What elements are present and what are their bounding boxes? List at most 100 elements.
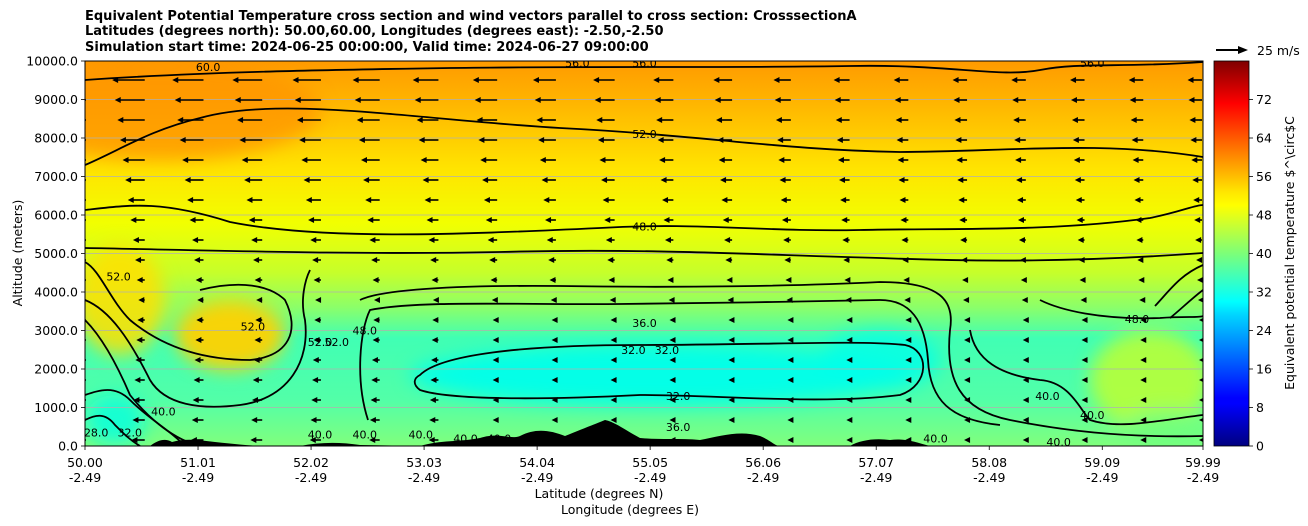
wind-vector — [253, 357, 263, 363]
contour-40-right — [969, 329, 1203, 426]
wind-vector — [610, 357, 617, 363]
contour-label: 32.0 — [118, 427, 143, 440]
x-tick-label-lon: -2.49 — [747, 470, 779, 485]
wind-vector — [1194, 217, 1202, 223]
wind-vector — [310, 237, 321, 243]
colorbar-tick-label: 72 — [1256, 92, 1272, 107]
wind-vector — [536, 117, 556, 123]
wind-vector — [1070, 77, 1085, 83]
wind-vector — [846, 337, 853, 343]
wind-vector — [133, 397, 145, 403]
wind-vector — [251, 417, 263, 423]
contour-label: 32.0 — [666, 390, 691, 403]
wind-vector — [596, 117, 615, 123]
wind-vector — [132, 237, 145, 243]
contour-label: 40.0 — [308, 428, 333, 441]
wind-vector — [482, 177, 498, 183]
wind-vector — [431, 277, 439, 283]
wind-vector — [608, 277, 615, 283]
wind-vector — [429, 417, 439, 423]
wind-vector — [962, 277, 969, 283]
wind-vector — [905, 317, 912, 323]
wind-vector — [365, 197, 380, 203]
wind-vector — [363, 177, 380, 183]
wind-vector — [296, 117, 321, 123]
wind-vector — [594, 97, 615, 103]
contour-label: 40.0 — [1046, 436, 1071, 449]
contour-48-mid — [85, 204, 1203, 236]
wind-vector — [311, 397, 321, 403]
wind-vector — [784, 257, 791, 263]
wind-vector — [836, 137, 850, 143]
wind-vector — [135, 357, 145, 363]
x-tick-label-lat: 53.03 — [406, 455, 442, 470]
contour-label: 48.0 — [353, 325, 378, 338]
wind-vector — [787, 357, 794, 363]
wind-vector — [841, 217, 850, 223]
wind-vector — [664, 237, 674, 243]
wind-vector — [1020, 277, 1027, 283]
wind-vector — [430, 377, 439, 383]
wind-vector — [1074, 177, 1085, 183]
wind-vector — [532, 77, 556, 83]
contour-label: 52.0 — [308, 336, 333, 349]
wind-vector — [659, 157, 674, 163]
wind-vector — [669, 417, 676, 423]
wind-vector — [136, 277, 145, 283]
wind-vector — [367, 217, 380, 223]
wind-vector — [358, 137, 380, 143]
wind-vector — [309, 437, 321, 443]
wind-vector — [373, 297, 380, 303]
wind-vector — [130, 217, 145, 223]
wind-vector — [902, 257, 909, 263]
wind-vector — [894, 97, 909, 103]
wind-vector — [1137, 257, 1144, 263]
wind-vector — [543, 197, 556, 203]
wind-vector — [117, 117, 145, 123]
colorbar-tick-label: 16 — [1256, 362, 1272, 377]
wind-vector — [491, 297, 498, 303]
quiver-key-arrowhead — [1238, 46, 1248, 54]
wind-vector — [1189, 117, 1202, 123]
wind-vector — [241, 157, 263, 163]
wind-vector — [1132, 157, 1144, 163]
wind-vector — [1191, 157, 1202, 163]
wind-vector — [846, 377, 853, 383]
contour-44-lower — [1154, 264, 1203, 319]
wind-vector — [431, 357, 439, 363]
wind-vector — [835, 117, 850, 123]
wind-vector — [846, 317, 853, 323]
wind-vector — [134, 377, 145, 383]
wind-vector — [964, 417, 971, 423]
wind-vector — [426, 217, 439, 223]
wind-vector — [312, 257, 321, 263]
wind-vector — [1021, 297, 1028, 303]
wind-vector — [196, 317, 204, 323]
wind-vector — [1140, 357, 1147, 363]
wind-vector — [1018, 237, 1026, 243]
colorbar-tick-label: 24 — [1256, 323, 1272, 338]
wind-vector — [656, 117, 674, 123]
wind-vector — [660, 177, 674, 183]
contour-36-left — [85, 414, 141, 446]
wind-vector — [369, 437, 380, 443]
x-tick-label-lon: -2.49 — [295, 470, 327, 485]
wind-vector — [1078, 257, 1085, 263]
contour-32-core — [413, 341, 925, 401]
wind-vector — [370, 397, 380, 403]
wind-vector — [371, 357, 380, 363]
contour-label: 40.0 — [487, 432, 512, 445]
wind-vector — [189, 217, 204, 223]
y-tick-label: 5000.0 — [34, 246, 78, 261]
wind-vector — [1128, 77, 1144, 83]
wind-vector — [669, 377, 676, 383]
wind-vector — [610, 417, 617, 423]
x-tick-label-lat: 59.99 — [1185, 455, 1221, 470]
wind-vector — [604, 217, 615, 223]
y-tick-label: 1000.0 — [34, 400, 78, 415]
colorbar-tick-label: 56 — [1256, 169, 1272, 184]
wind-vector — [668, 297, 675, 303]
wind-vector — [551, 397, 558, 403]
colorbar-tick-label: 0 — [1256, 439, 1264, 454]
wind-vector — [905, 337, 912, 343]
